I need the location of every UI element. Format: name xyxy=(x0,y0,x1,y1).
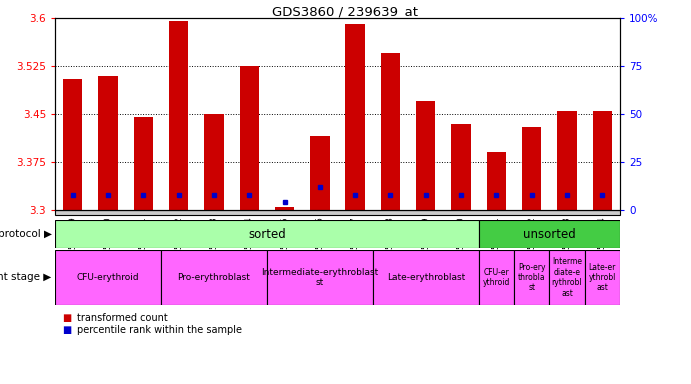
Bar xyxy=(205,114,224,210)
Bar xyxy=(585,250,620,305)
Text: Late-er
ythrobl
ast: Late-er ythrobl ast xyxy=(589,263,616,292)
Text: sorted: sorted xyxy=(248,227,286,240)
Text: CFU-er
ythroid: CFU-er ythroid xyxy=(483,268,510,287)
Text: Interme
diate-e
rythrobl
ast: Interme diate-e rythrobl ast xyxy=(551,257,583,298)
Bar xyxy=(416,101,435,210)
Bar xyxy=(55,250,161,305)
Bar xyxy=(240,66,259,210)
Text: development stage ▶: development stage ▶ xyxy=(0,273,52,283)
Bar xyxy=(479,220,620,248)
Bar xyxy=(161,250,267,305)
Bar xyxy=(486,152,506,210)
Bar xyxy=(169,21,189,210)
Text: transformed count: transformed count xyxy=(77,313,168,323)
Text: Intermediate-erythroblast
st: Intermediate-erythroblast st xyxy=(261,268,379,287)
Text: Late-erythroblast: Late-erythroblast xyxy=(387,273,465,282)
Bar xyxy=(133,117,153,210)
Text: Pro-erythroblast: Pro-erythroblast xyxy=(178,273,250,282)
Text: ■: ■ xyxy=(62,325,71,335)
Bar xyxy=(451,124,471,210)
Bar xyxy=(55,220,479,248)
Text: unsorted: unsorted xyxy=(523,227,576,240)
Bar xyxy=(346,25,365,210)
Bar xyxy=(593,111,612,210)
Bar xyxy=(373,250,479,305)
Bar xyxy=(549,250,585,305)
Bar xyxy=(479,250,514,305)
Text: protocol ▶: protocol ▶ xyxy=(0,229,52,239)
Text: percentile rank within the sample: percentile rank within the sample xyxy=(77,325,242,335)
Bar xyxy=(514,250,549,305)
Bar xyxy=(522,127,542,210)
Bar xyxy=(275,207,294,210)
Text: GDS3860 / 239639_at: GDS3860 / 239639_at xyxy=(272,5,419,18)
Bar xyxy=(558,111,577,210)
Text: Pro-ery
throbla
st: Pro-ery throbla st xyxy=(518,263,545,292)
Bar xyxy=(310,136,330,210)
Bar xyxy=(63,79,82,210)
Text: ■: ■ xyxy=(62,313,71,323)
Text: CFU-erythroid: CFU-erythroid xyxy=(77,273,140,282)
Bar xyxy=(98,76,117,210)
Bar xyxy=(381,53,400,210)
Bar xyxy=(267,250,373,305)
